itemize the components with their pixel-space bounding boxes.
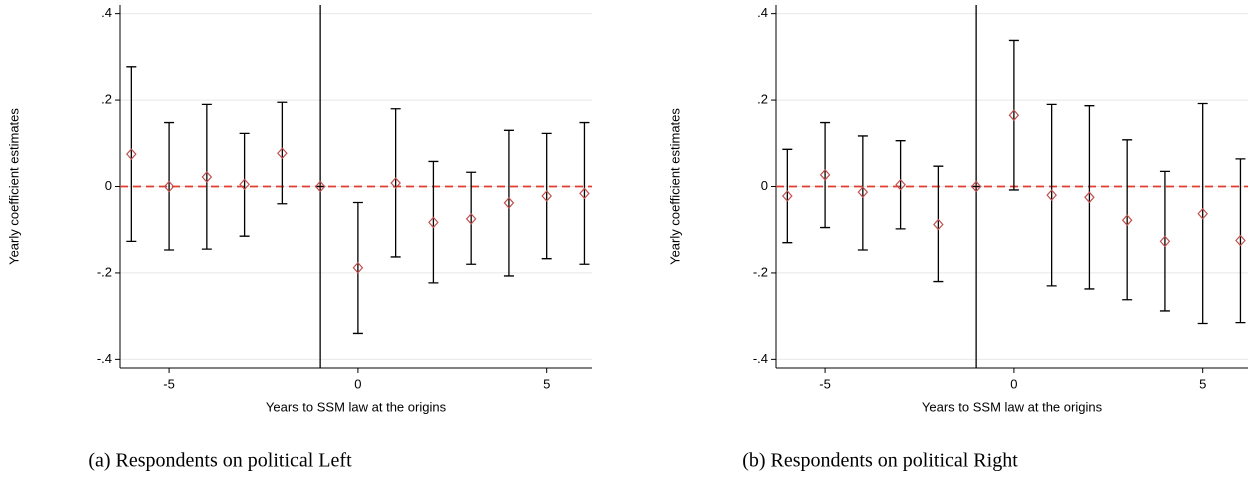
point-marker — [1159, 235, 1171, 248]
point-marker — [201, 171, 213, 183]
error-bar — [579, 121, 590, 265]
point-marker — [1008, 109, 1020, 122]
error-bar — [541, 132, 552, 260]
error-bar — [1235, 158, 1246, 324]
x-tick-label: 0 — [354, 376, 361, 391]
y-axis-label: Yearly coefficient estimates — [667, 108, 682, 265]
point-marker — [541, 190, 552, 202]
error-bar — [164, 121, 175, 251]
point-marker — [352, 261, 364, 274]
error-bar — [1159, 170, 1170, 312]
error-bar — [239, 132, 250, 237]
point-marker — [1197, 207, 1208, 220]
point-marker — [163, 180, 175, 193]
error-bar — [277, 101, 288, 205]
error-bar — [820, 121, 831, 229]
error-bar — [390, 108, 401, 258]
x-axis-label: Years to SSM law at the origins — [922, 399, 1103, 414]
point-marker — [1235, 234, 1246, 247]
y-tick-label: .2 — [757, 92, 768, 107]
x-tick-label: -5 — [819, 376, 831, 391]
panel-caption: (b) Respondents on political Right — [742, 450, 1018, 472]
y-tick-label: -.2 — [753, 264, 768, 279]
error-bar — [1084, 105, 1095, 290]
point-marker — [857, 186, 869, 199]
error-bar — [466, 171, 477, 265]
point-marker — [1046, 189, 1057, 202]
point-marker — [126, 148, 137, 160]
y-tick-label: 0 — [761, 178, 768, 193]
point-marker — [1084, 191, 1095, 204]
error-bar — [857, 135, 868, 251]
error-bar — [1008, 39, 1019, 191]
point-marker — [819, 168, 831, 181]
y-tick-label: -.4 — [753, 351, 768, 366]
point-marker — [465, 213, 477, 225]
error-bar — [933, 165, 944, 283]
error-bar — [895, 140, 906, 230]
point-marker — [277, 147, 288, 160]
point-marker — [503, 197, 515, 209]
point-marker — [895, 178, 906, 191]
y-axis-label: Yearly coefficient estimates — [6, 108, 21, 265]
error-bar — [1122, 139, 1133, 301]
point-marker — [239, 178, 250, 191]
x-axis-label: Years to SSM law at the origins — [266, 399, 447, 414]
error-bar — [1046, 103, 1057, 287]
error-bar — [503, 129, 514, 277]
error-bar — [428, 160, 439, 284]
error-bar — [201, 103, 212, 250]
y-tick-label: -.2 — [97, 264, 112, 279]
point-marker — [933, 218, 944, 231]
point-marker — [314, 180, 326, 193]
error-bar — [782, 148, 793, 244]
point-marker — [428, 216, 439, 229]
error-bar — [1197, 102, 1208, 325]
y-tick-label: 0 — [105, 178, 112, 193]
point-marker — [390, 177, 401, 189]
x-tick-label: -5 — [163, 376, 175, 391]
y-tick-label: .4 — [101, 5, 112, 20]
point-marker — [970, 180, 982, 193]
point-marker — [1121, 214, 1133, 227]
x-tick-label: 5 — [1199, 376, 1206, 391]
x-tick-label: 5 — [543, 376, 550, 391]
y-tick-label: -.4 — [97, 351, 112, 366]
point-marker — [782, 190, 793, 202]
y-tick-label: .2 — [101, 92, 112, 107]
point-marker — [579, 187, 590, 200]
error-bar — [352, 201, 363, 335]
panel-caption: (a) Respondents on political Left — [88, 450, 352, 472]
x-tick-label: 0 — [1010, 376, 1017, 391]
error-bar — [126, 66, 137, 243]
y-tick-label: .4 — [757, 5, 768, 20]
